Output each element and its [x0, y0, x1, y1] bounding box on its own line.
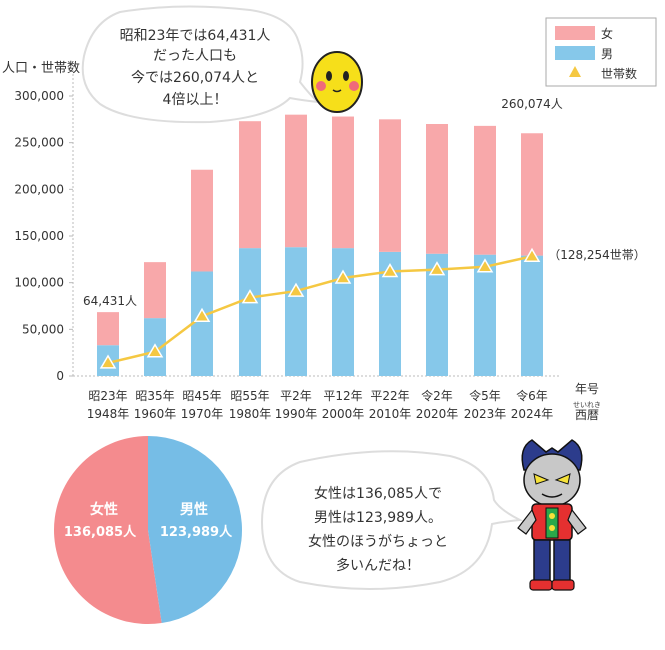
- legend-label-household: 世帯数: [601, 66, 637, 81]
- x-tick-year: 1990年: [275, 407, 318, 421]
- bar-male: [474, 254, 496, 376]
- y-tick-label: 100,000: [14, 276, 64, 290]
- bar-female: [144, 262, 166, 319]
- x-tick-era: 令2年: [421, 388, 453, 403]
- speech-bubble-top: 昭和23年では64,431人 だった人口も 今では260,074人と 4倍以上！: [81, 5, 322, 124]
- x-tick-era: 平22年: [370, 389, 409, 403]
- household-point: [193, 307, 211, 323]
- household-point: [523, 247, 541, 263]
- bar-male: [285, 247, 307, 376]
- legend-swatch-female: [555, 26, 595, 40]
- x-tick-year: 1970年: [181, 407, 224, 421]
- bar-female: [379, 119, 401, 252]
- robot-mascot-icon: [517, 439, 587, 591]
- bar-female: [521, 133, 543, 256]
- bar-female: [474, 125, 496, 255]
- speech-bubble-bottom-shape: [260, 450, 524, 590]
- x-axis-year-label: 西暦: [575, 408, 599, 422]
- bar-female: [426, 124, 448, 254]
- x-tick-era: 昭23年: [88, 389, 127, 403]
- x-tick-year: 1980年: [229, 407, 272, 421]
- bubble-top-line-1: 昭和23年では64,431人: [120, 28, 271, 44]
- household-line-group: [99, 247, 541, 369]
- bars-group: [97, 114, 543, 376]
- household-point: [146, 343, 164, 358]
- y-axis-label: 人口・世帯数: [2, 61, 80, 76]
- x-tick-era: 令6年: [516, 388, 548, 403]
- bar-male: [239, 248, 261, 376]
- x-tick-year: 1960年: [134, 407, 177, 421]
- x-axis-era-label: 年号: [575, 382, 599, 396]
- pie-label-female-value: 136,085人: [64, 524, 137, 540]
- speech-bubble-bottom: 女性は136,085人で 男性は123,989人。 女性のほうがちょっと 多いん…: [260, 450, 524, 590]
- household-point: [381, 262, 399, 278]
- household-point: [476, 258, 494, 273]
- legend: 女 男 世帯数: [545, 17, 657, 87]
- pie-chart: [53, 436, 242, 624]
- bubble-top-line-4: 4倍以上！: [163, 92, 228, 108]
- bar-female: [191, 169, 213, 272]
- legend-label-male: 男: [601, 47, 613, 61]
- x-tick-year: 2023年: [464, 407, 507, 421]
- x-tick-era: 昭55年: [230, 389, 269, 403]
- annotation-2024-population: 260,074人: [501, 97, 563, 111]
- x-tick-era: 昭45年: [182, 389, 221, 403]
- y-tick-label: 150,000: [14, 229, 64, 243]
- bar-female: [97, 312, 119, 346]
- x-tick-era: 平2年: [280, 389, 312, 403]
- pie-slice-male: [148, 436, 242, 623]
- y-ticks: 300,000 250,000 200,000 150,000 100,000 50,00…: [14, 89, 73, 383]
- x-tick-year: 1948年: [87, 407, 130, 421]
- household-point: [334, 269, 352, 284]
- bubble-bottom-line-4: 多いんだね！: [336, 557, 420, 574]
- bar-female: [332, 116, 354, 249]
- pie-label-male-value: 123,989人: [160, 524, 233, 540]
- x-tick-era: 昭35年: [135, 389, 174, 403]
- household-point: [241, 289, 259, 304]
- bubble-top-line-3: 今では260,074人と: [131, 70, 259, 86]
- y-tick-label: 300,000: [14, 89, 64, 103]
- bubble-bottom-line-3: 女性のほうがちょっと: [308, 533, 448, 550]
- bar-female: [239, 121, 261, 249]
- x-tick-year: 2000年: [322, 407, 365, 421]
- bar-male: [521, 255, 543, 376]
- pie-label-male-name: 男性: [180, 501, 208, 518]
- x-axis-ruby-label: せいれき: [573, 401, 601, 409]
- y-tick-label: 200,000: [14, 182, 64, 196]
- x-tick-era: 令5年: [469, 388, 501, 403]
- y-tick-label: 250,000: [14, 136, 64, 150]
- bubble-top-line-2: だった人口も: [153, 48, 237, 64]
- household-point: [428, 261, 446, 276]
- household-point: [287, 282, 305, 297]
- legend-swatch-male: [555, 46, 595, 60]
- bar-male: [332, 248, 354, 376]
- bar-female: [285, 114, 307, 248]
- legend-marker-household: [569, 66, 581, 77]
- axis-group: 人口・世帯数 300,000 250,000 200,000 150,000 100,0…: [2, 61, 601, 422]
- yellow-mascot-icon: [311, 51, 363, 113]
- x-tick-era: 平12年: [323, 389, 362, 403]
- annotation-1948: 64,431人: [83, 294, 137, 308]
- y-tick-label: 0: [56, 369, 64, 383]
- speech-bubble-top-shape: [81, 5, 322, 124]
- bar-male: [191, 271, 213, 376]
- household-point: [99, 354, 117, 369]
- x-tick-year: 2010年: [369, 407, 412, 421]
- household-line: [107, 255, 533, 365]
- pie-slice-female: [53, 436, 162, 624]
- y-tick-label: 50,000: [22, 322, 64, 336]
- bubble-bottom-line-2: 男性は123,989人。: [314, 510, 442, 526]
- bar-male: [426, 253, 448, 376]
- x-tick-year: 2020年: [416, 407, 459, 421]
- annotation-2024-households: （128,254世帯）: [548, 248, 646, 262]
- bubble-bottom-line-1: 女性は136,085人で: [314, 485, 442, 502]
- x-tick-year: 2024年: [511, 407, 554, 421]
- bar-male: [379, 251, 401, 376]
- pie-label-female-name: 女性: [90, 501, 118, 518]
- legend-label-female: 女: [601, 26, 613, 41]
